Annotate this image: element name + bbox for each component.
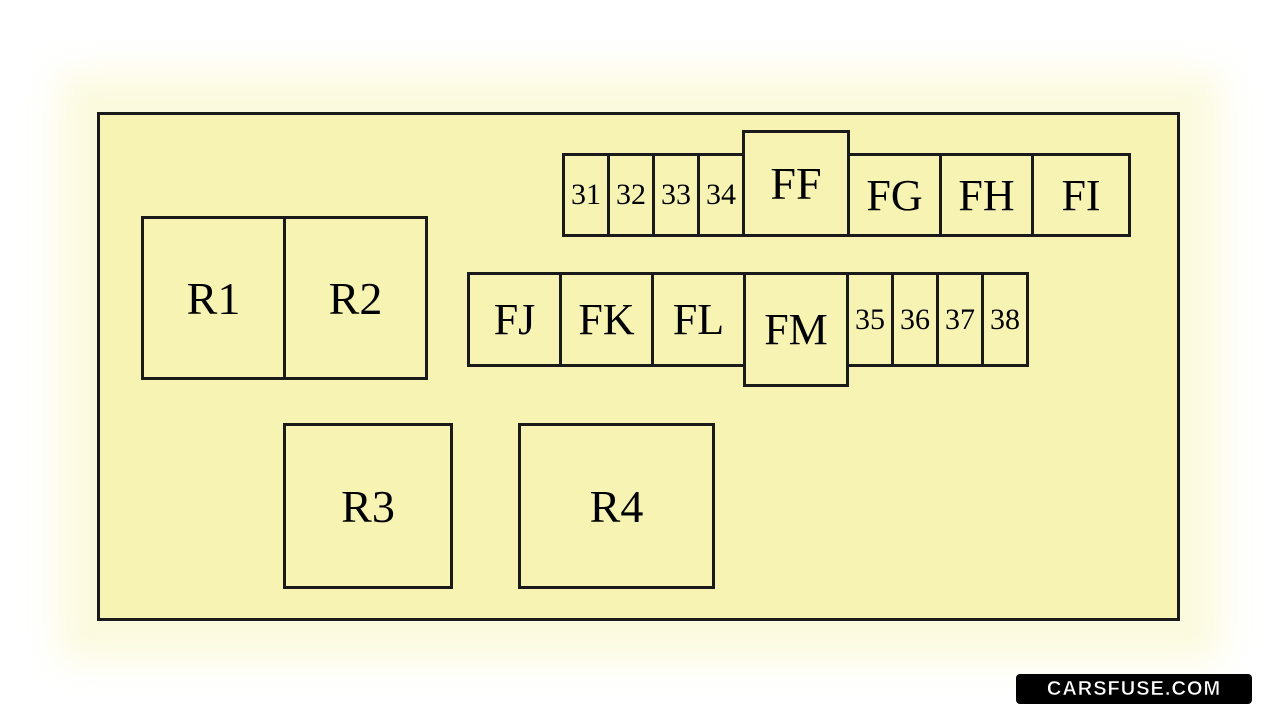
fuse-slot-n34: 34 <box>697 153 745 237</box>
fuse-slot-R1: R1 <box>141 216 286 380</box>
fuse-slot-n32: 32 <box>607 153 655 237</box>
watermark-text: CARSFUSE.COM <box>1047 678 1221 700</box>
fuse-slot-R3: R3 <box>283 423 453 589</box>
fuse-slot-R4: R4 <box>518 423 715 589</box>
watermark-badge: CARSFUSE.COM <box>1016 674 1252 704</box>
fuse-slot-FG: FG <box>847 153 942 237</box>
fuse-slot-FH: FH <box>939 153 1034 237</box>
fuse-slot-FJ: FJ <box>467 272 562 367</box>
fuse-slot-FL: FL <box>651 272 746 367</box>
fuse-slot-n37: 37 <box>936 272 984 367</box>
fuse-slot-n33: 33 <box>652 153 700 237</box>
fuse-slot-n38: 38 <box>981 272 1029 367</box>
fuse-slot-n36: 36 <box>891 272 939 367</box>
fuse-slot-R2: R2 <box>283 216 428 380</box>
fuse-slot-FI: FI <box>1031 153 1131 237</box>
fuse-slot-n35: 35 <box>846 272 894 367</box>
fuse-slot-FM: FM <box>743 272 849 387</box>
fuse-slot-FK: FK <box>559 272 654 367</box>
fuse-slot-FF: FF <box>742 130 850 237</box>
fuse-slot-n31: 31 <box>562 153 610 237</box>
